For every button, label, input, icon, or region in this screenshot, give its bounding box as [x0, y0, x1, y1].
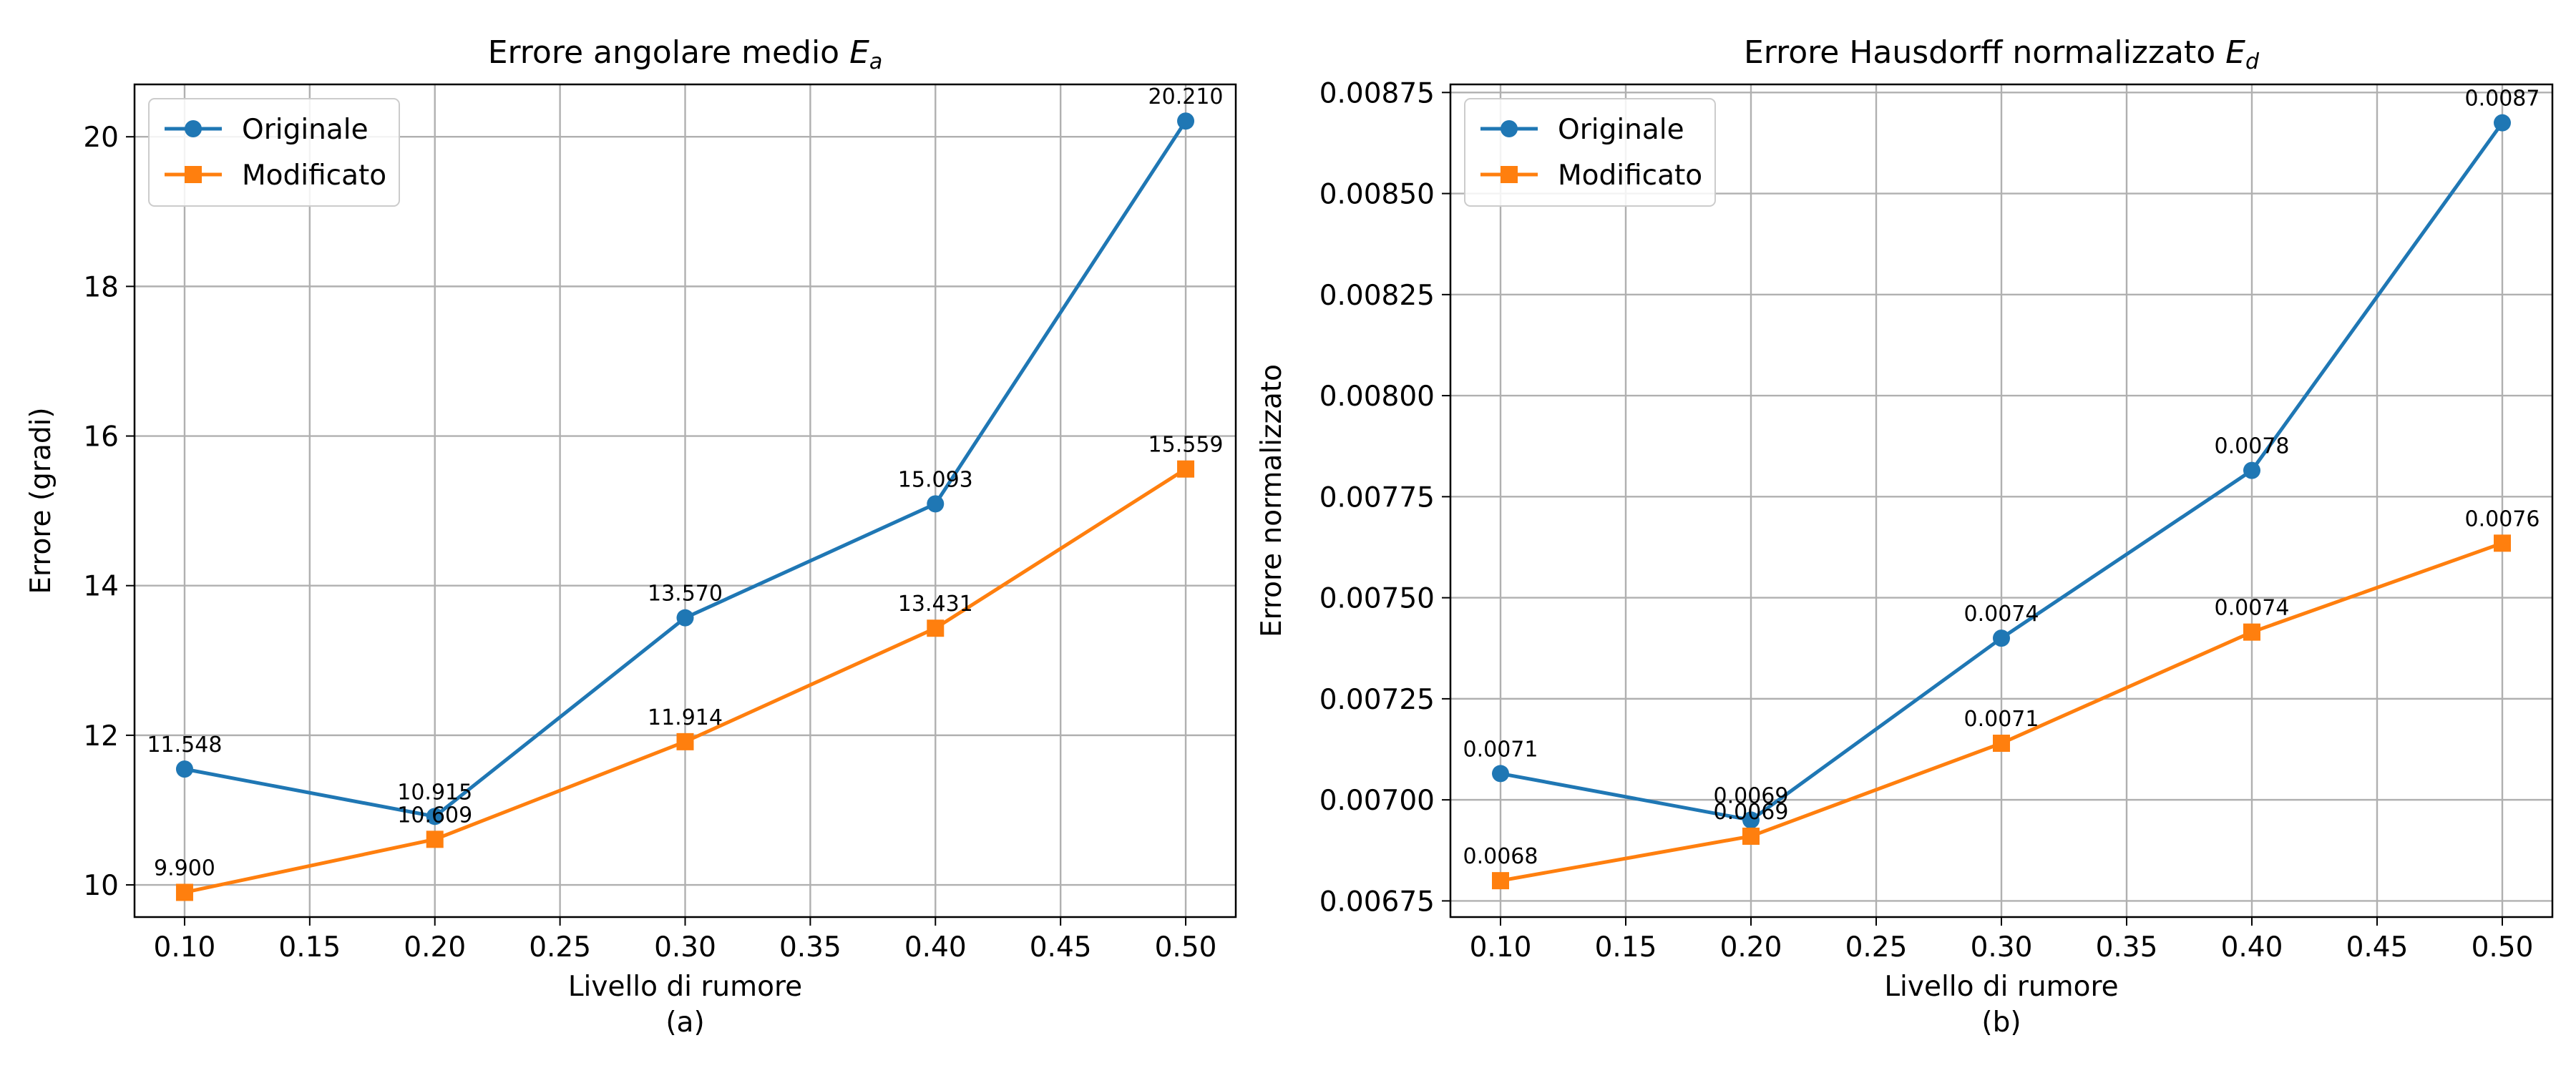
- x-tick-label: 0.45: [1030, 931, 1092, 964]
- legend-box: [1464, 98, 1716, 207]
- chart-title: Errore angolare medio Ea: [488, 34, 883, 74]
- data-point: [2243, 623, 2260, 641]
- data-label: 0.0078: [2215, 434, 2290, 459]
- legend: Originale Modificato: [1464, 98, 1716, 207]
- data-point: [2494, 114, 2511, 132]
- data-point: [426, 831, 444, 848]
- legend-entry: Originale: [242, 114, 369, 146]
- y-tick-label: 14: [83, 571, 119, 603]
- y-axis-label: Errore normalizzato: [1256, 364, 1288, 637]
- panel-caption: (a): [665, 1006, 704, 1039]
- data-point: [676, 609, 694, 627]
- data-point: [175, 760, 193, 778]
- x-tick-label: 0.50: [2472, 931, 2534, 964]
- data-point: [1742, 827, 1760, 845]
- data-point: [1993, 735, 2010, 753]
- x-tick-label: 0.10: [1470, 931, 1532, 964]
- data-label: 15.093: [898, 467, 973, 492]
- legend-entry: Modificato: [1558, 160, 1702, 192]
- y-tick-label: 0.00800: [1319, 381, 1435, 413]
- data-point: [676, 733, 694, 750]
- data-point: [1993, 629, 2010, 647]
- chart-panel-b: 0.10 0.15 0.20 0.25 0.30 0.35 0.40 0.45 0.50 0.00…: [1256, 34, 2554, 1039]
- data-label: 0.0069: [1714, 783, 1789, 808]
- data-label: 13.570: [648, 582, 723, 607]
- data-label: 0.0087: [2465, 87, 2540, 112]
- legend-entry: Modificato: [242, 160, 386, 192]
- data-label: 15.559: [1148, 433, 1224, 458]
- y-tick-label: 16: [83, 421, 119, 454]
- data-label: 0.0074: [1964, 602, 2039, 627]
- axes-frame: [1449, 83, 2554, 918]
- data-label: 0.0068: [1463, 844, 1538, 869]
- y-tick-label: 18: [83, 271, 119, 303]
- data-label: 0.0071: [1964, 707, 2039, 732]
- chart-title: Errore Hausdorff normalizzato Ed: [1744, 34, 2260, 74]
- y-tick-label: 0.00700: [1319, 785, 1435, 817]
- y-tick-label: 20: [83, 122, 119, 154]
- x-tick-label: 0.40: [2221, 931, 2283, 964]
- x-tick-label: 0.45: [2346, 931, 2409, 964]
- y-tick-label: 12: [83, 720, 119, 753]
- data-point: [2494, 534, 2511, 552]
- x-tick-label: 0.20: [404, 931, 466, 964]
- y-tick-label: 0.00675: [1319, 886, 1435, 918]
- y-tick-label: 0.00850: [1319, 179, 1435, 211]
- data-point: [927, 619, 945, 637]
- y-tick-label: 10: [83, 870, 119, 902]
- data-point: [426, 808, 444, 825]
- data-label: 11.548: [147, 733, 222, 758]
- y-tick-label: 0.00875: [1319, 77, 1435, 109]
- x-tick-label: 0.35: [2096, 931, 2158, 964]
- x-tick-label: 0.10: [154, 931, 216, 964]
- panel-caption: (b): [1981, 1006, 2021, 1039]
- x-tick-label: 0.25: [529, 931, 591, 964]
- data-point: [1177, 112, 1195, 130]
- y-axis-label: Errore (gradi): [25, 407, 57, 594]
- data-label: 10.915: [397, 780, 472, 805]
- data-point: [2243, 461, 2260, 479]
- x-tick-label: 0.30: [1971, 931, 2033, 964]
- x-tick-label: 0.15: [1595, 931, 1657, 964]
- x-tick-label: 0.50: [1155, 931, 1217, 964]
- x-tick-label: 0.40: [904, 931, 967, 964]
- y-tick-label: 0.00825: [1319, 280, 1435, 312]
- data-point: [1742, 811, 1760, 829]
- legend-marker: [1501, 120, 1518, 137]
- legend-marker: [185, 166, 202, 183]
- legend: Originale Modificato: [148, 98, 400, 207]
- data-label: 0.0071: [1463, 737, 1538, 762]
- axes-frame: [133, 83, 1237, 918]
- data-label: 11.914: [648, 705, 723, 730]
- data-point: [927, 495, 945, 513]
- x-axis-label: Livello di rumore: [1884, 971, 2118, 1003]
- data-point: [175, 883, 193, 901]
- legend-marker: [185, 120, 202, 137]
- x-tick-label: 0.20: [1720, 931, 1782, 964]
- x-tick-label: 0.15: [278, 931, 341, 964]
- data-label: 0.0069: [1714, 800, 1789, 825]
- data-label: 9.900: [154, 856, 215, 881]
- data-point: [1177, 460, 1195, 478]
- y-tick-label: 0.00725: [1319, 684, 1435, 716]
- x-tick-label: 0.30: [654, 931, 716, 964]
- data-point: [1492, 765, 1509, 783]
- legend-box: [148, 98, 400, 207]
- x-tick-label: 0.35: [779, 931, 841, 964]
- data-label: 13.431: [898, 592, 973, 617]
- chart-panel-a: 0.10 0.15 0.20 0.25 0.30 0.35 0.40 0.45 0.50 10 12…: [25, 34, 1237, 1039]
- data-point: [1492, 872, 1509, 890]
- data-label: 0.0074: [2215, 596, 2290, 621]
- y-tick-label: 0.00775: [1319, 481, 1435, 514]
- legend-marker: [1501, 166, 1518, 183]
- data-label: 10.609: [397, 803, 472, 828]
- x-tick-label: 0.25: [1845, 931, 1908, 964]
- legend-entry: Originale: [1558, 114, 1684, 146]
- y-tick-label: 0.00750: [1319, 583, 1435, 615]
- x-axis-label: Livello di rumore: [568, 971, 802, 1003]
- data-label: 20.210: [1148, 84, 1224, 109]
- data-label: 0.0076: [2465, 506, 2540, 531]
